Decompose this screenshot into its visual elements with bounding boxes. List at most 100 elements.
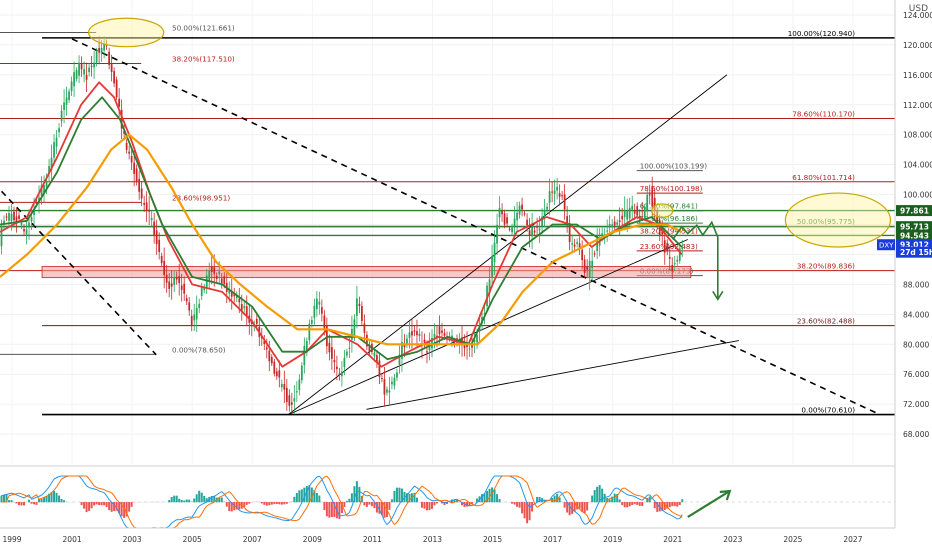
macd-signal-line — [303, 507, 308, 512]
price-badge[interactable] — [896, 246, 932, 258]
macd-histogram-bar — [593, 490, 596, 503]
candle-body — [228, 290, 231, 294]
macd-line — [116, 507, 120, 514]
candle-body — [678, 248, 681, 261]
time-tick-label: 2019 — [603, 535, 622, 544]
macd-histogram-bar — [253, 501, 256, 503]
macd-signal-line — [284, 517, 287, 520]
trendline[interactable] — [288, 74, 728, 415]
projection-path[interactable] — [672, 220, 719, 300]
support-zone[interactable] — [41, 266, 692, 279]
trendlines[interactable] — [0, 38, 881, 416]
trendline[interactable] — [366, 340, 739, 410]
highlight-ellipse[interactable] — [87, 17, 165, 48]
macd-signal-line — [358, 498, 363, 507]
macd-histogram-bar — [521, 502, 524, 514]
candle-body — [618, 220, 621, 222]
macd-signal-line — [131, 523, 135, 528]
macd-histogram-bar — [195, 494, 198, 503]
macd-signal-line — [361, 491, 365, 500]
macd-histogram-bar — [483, 493, 486, 503]
macd-line — [514, 477, 518, 481]
macd-line — [677, 517, 680, 520]
macd-signal-line — [296, 518, 300, 521]
macd-signal-line — [536, 505, 540, 508]
macd-signal-line — [26, 495, 30, 498]
macd-signal-line — [306, 502, 310, 508]
candle-body — [303, 345, 306, 366]
candle-body — [263, 340, 266, 345]
price-badge[interactable] — [896, 229, 932, 241]
candle-body — [133, 162, 136, 174]
macd-histogram-bar — [25, 502, 28, 503]
macd-signal-line — [36, 494, 40, 500]
macd-signal-line — [63, 476, 67, 479]
highlight-ellipse[interactable] — [784, 192, 892, 248]
highlight-ellipse[interactable] — [651, 203, 674, 219]
candle-body — [130, 156, 133, 163]
macd-signal-line — [274, 515, 277, 517]
macd-signal-line — [576, 505, 581, 510]
candle-body — [358, 303, 361, 307]
macd-line — [211, 495, 215, 498]
macd-signal-line — [206, 504, 210, 507]
candle-body — [125, 142, 128, 150]
macd-signal-line — [61, 477, 65, 480]
macd-signal-line — [238, 502, 243, 506]
macd-line — [621, 490, 625, 494]
macd-signal-line — [96, 487, 100, 489]
price-badge[interactable] — [896, 205, 932, 217]
currency-label[interactable]: USD — [908, 4, 928, 14]
macd-histogram-bar — [313, 490, 316, 503]
fib-level-label: 0.00%(70.610) — [801, 406, 855, 415]
candle-body — [163, 260, 166, 275]
macd-signal-line — [99, 487, 102, 490]
candle-body — [80, 64, 83, 70]
macd-signal-line — [269, 513, 273, 516]
macd-line — [118, 512, 123, 519]
macd-signal-line — [574, 501, 578, 507]
macd-histogram-bar — [243, 502, 246, 507]
macd-histogram-bar — [185, 499, 188, 503]
macd-histogram-bar — [95, 502, 98, 505]
macd-signal-line — [566, 491, 570, 494]
macd-line — [424, 493, 428, 498]
macd-line — [607, 495, 610, 498]
candle-body — [628, 207, 631, 219]
macd-histogram-bar — [566, 502, 569, 513]
price-tick-label: 104.000 — [903, 161, 932, 170]
macd-signal-line — [316, 482, 320, 487]
candle-body — [473, 340, 476, 342]
annotations[interactable] — [87, 17, 892, 301]
fib-level-label: 38.20%(117.510) — [172, 55, 235, 64]
candle-body — [453, 342, 456, 344]
candle-body — [666, 243, 669, 252]
price-badge[interactable] — [896, 239, 932, 251]
support-zone-box[interactable] — [41, 266, 692, 279]
macd-signal-line — [469, 502, 473, 505]
macd-histogram-bar — [58, 495, 61, 503]
trendline[interactable] — [288, 239, 688, 416]
price-badge[interactable] — [896, 221, 932, 233]
candle-body — [128, 151, 131, 154]
macd-signal-line — [601, 505, 606, 513]
macd-signal-line — [311, 491, 315, 498]
macd-histogram-bar — [43, 497, 46, 503]
macd-histogram-bar — [370, 502, 373, 507]
candle-body — [58, 128, 60, 133]
candle-body — [23, 229, 25, 232]
macd-line — [264, 514, 268, 517]
macd-signal-line — [414, 491, 418, 496]
macd-histogram-bar — [290, 501, 293, 503]
macd-line — [461, 502, 465, 505]
candle-body — [391, 381, 393, 385]
symbol-tag[interactable] — [877, 239, 895, 251]
candle-body — [466, 343, 468, 348]
candle-body — [70, 81, 73, 92]
candle-body — [568, 223, 571, 243]
macd-line — [384, 520, 388, 525]
macd-signal-line — [464, 498, 468, 502]
trendline[interactable] — [71, 38, 881, 416]
